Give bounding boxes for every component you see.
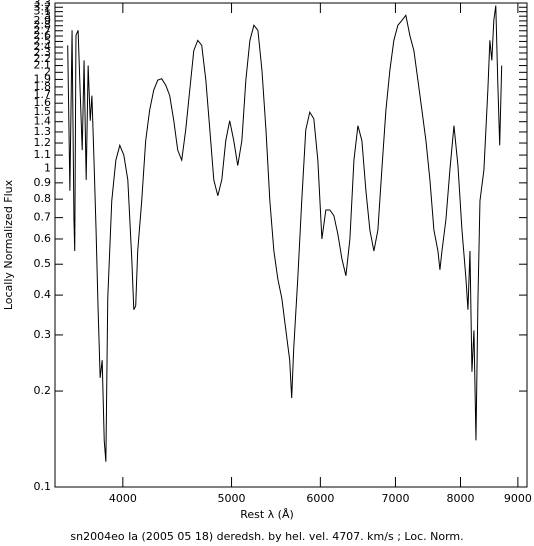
- spectrum-line: [67, 5, 503, 462]
- y-tick-label: 1.2: [34, 136, 52, 149]
- y-tick-label: 2.4: [34, 40, 52, 53]
- y-tick-label: 1.9: [34, 72, 52, 85]
- y-tick-label: 3: [44, 9, 51, 22]
- y-tick-label: 0.8: [34, 192, 52, 205]
- y-tick-label: 2.1: [34, 59, 52, 72]
- x-tick-label: 8000: [447, 492, 475, 505]
- y-tick-label: 3.1: [34, 5, 52, 18]
- y-tick-label: 1.1: [34, 148, 52, 161]
- plot-frame: [54, 2, 528, 488]
- y-tick-label: 0.3: [34, 328, 52, 341]
- y-tick-label: 0.5: [34, 257, 52, 270]
- y-tick-label: 1.5: [34, 105, 52, 118]
- y-axis-label: Locally Normalized Flux: [2, 179, 15, 310]
- y-tick-label: 0.2: [34, 384, 52, 397]
- y-tick-label: 3.3: [34, 0, 52, 9]
- y-tick-label: 1.6: [34, 96, 52, 109]
- x-tick-label: 5000: [218, 492, 246, 505]
- caption: sn2004eo Ia (2005 05 18) deredsh. by hel…: [70, 530, 463, 543]
- y-tick-label: 1: [44, 161, 51, 174]
- y-tick-label: 1.7: [34, 88, 52, 101]
- y-tick-label: 3.2: [34, 0, 52, 13]
- y-tick-label: 0.4: [34, 288, 52, 301]
- x-axis-label: Rest λ (Å): [240, 508, 294, 521]
- y-tick-label: 2.8: [34, 19, 52, 32]
- x-tick-label: 7000: [381, 492, 409, 505]
- x-tick-label: 9000: [504, 492, 532, 505]
- y-tick-label: 2.3: [34, 46, 52, 59]
- y-tick-label: 2.6: [34, 29, 52, 42]
- x-tick-label: 6000: [306, 492, 334, 505]
- y-tick-label: 2.9: [34, 14, 52, 27]
- y-tick-label: 1.8: [34, 80, 52, 93]
- y-tick-label: 2.7: [34, 24, 52, 37]
- y-tick-label: 2.5: [34, 34, 52, 47]
- y-tick-label: 0.9: [34, 176, 52, 189]
- y-tick-label: 2.2: [34, 52, 52, 65]
- x-tick-label: 4000: [109, 492, 137, 505]
- y-tick-label: 0.7: [34, 211, 52, 224]
- y-tick-label: 1.4: [34, 115, 52, 128]
- y-tick-label: 2: [44, 65, 51, 78]
- y-tick-label: 1.3: [34, 125, 52, 138]
- y-tick-label: 0.6: [34, 232, 52, 245]
- y-tick-label: 0.1: [34, 480, 52, 493]
